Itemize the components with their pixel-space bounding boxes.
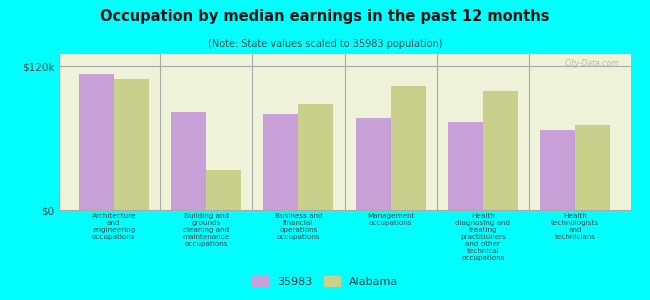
Bar: [391, 86, 426, 210]
Bar: [171, 112, 206, 210]
Bar: [356, 118, 391, 210]
Bar: [114, 79, 149, 210]
Legend: 35983, Alabama: 35983, Alabama: [247, 272, 403, 291]
Bar: [448, 122, 483, 210]
Bar: [263, 114, 298, 210]
Bar: [298, 104, 333, 210]
Bar: [575, 125, 610, 210]
Text: (Note: State values scaled to 35983 population): (Note: State values scaled to 35983 popu…: [208, 39, 442, 49]
Text: Occupation by median earnings in the past 12 months: Occupation by median earnings in the pas…: [100, 9, 550, 24]
Bar: [206, 170, 241, 210]
Bar: [540, 130, 575, 210]
Bar: [483, 91, 518, 210]
Text: City-Data.com: City-Data.com: [565, 59, 619, 68]
Bar: [79, 74, 114, 210]
